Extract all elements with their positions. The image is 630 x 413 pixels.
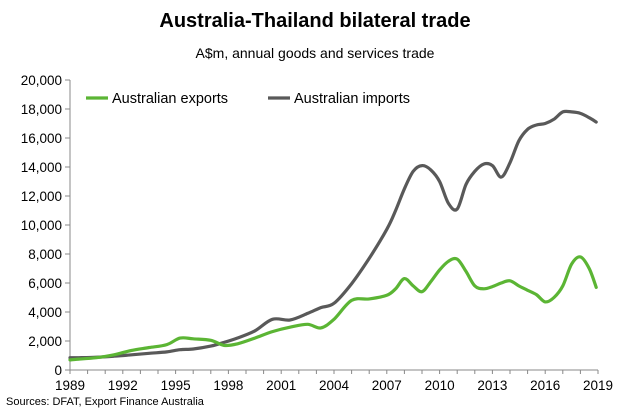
y-axis: 0 2,000 4,000 6,000 8,000 10,000 12,000 14,000 1… xyxy=(21,73,71,378)
series-lines xyxy=(68,109,598,362)
y-tick-label: 14,000 xyxy=(21,160,62,175)
y-tick-label: 18,000 xyxy=(21,102,62,117)
y-tick-label: 10,000 xyxy=(21,218,62,233)
x-tick-label: 2013 xyxy=(477,378,507,393)
y-tick-label: 4,000 xyxy=(28,305,62,320)
x-tick-label: 2019 xyxy=(583,378,613,393)
y-tick-label: 12,000 xyxy=(21,189,62,204)
y-tick-label: 16,000 xyxy=(21,131,62,146)
x-tick-label: 2007 xyxy=(372,378,402,393)
y-tick-label: 20,000 xyxy=(21,73,62,88)
chart-title: Australia-Thailand bilateral trade xyxy=(159,10,471,32)
y-tick-label: 8,000 xyxy=(28,247,62,262)
y-tick-label: 6,000 xyxy=(28,276,62,291)
x-tick-label: 1998 xyxy=(213,378,243,393)
chart-subtitle: A$m, annual goods and services trade xyxy=(195,45,435,61)
y-tick-label: 0 xyxy=(54,363,62,378)
series-line-australian-imports xyxy=(68,109,598,360)
legend-label-australian-exports: Australian exports xyxy=(112,91,228,107)
x-tick-label: 2004 xyxy=(319,378,350,393)
legend: Australian exports Australian imports xyxy=(86,91,410,107)
legend-label-australian-imports: Australian imports xyxy=(294,91,410,107)
x-tick-label: 2016 xyxy=(530,378,560,393)
x-tick-label: 1995 xyxy=(161,378,191,393)
x-axis: 1989 1992 1995 1998 2001 2004 2007 2010 2013 2016… xyxy=(55,369,613,393)
x-tick-label: 2010 xyxy=(425,378,455,393)
y-tick-label: 2,000 xyxy=(28,334,62,349)
x-tick-label: 1992 xyxy=(108,378,138,393)
x-tick-label: 2001 xyxy=(266,378,296,393)
series-line-australian-exports xyxy=(68,255,598,362)
x-tick-label: 1989 xyxy=(55,378,85,393)
source-note: Sources: DFAT, Export Finance Australia xyxy=(6,396,204,408)
